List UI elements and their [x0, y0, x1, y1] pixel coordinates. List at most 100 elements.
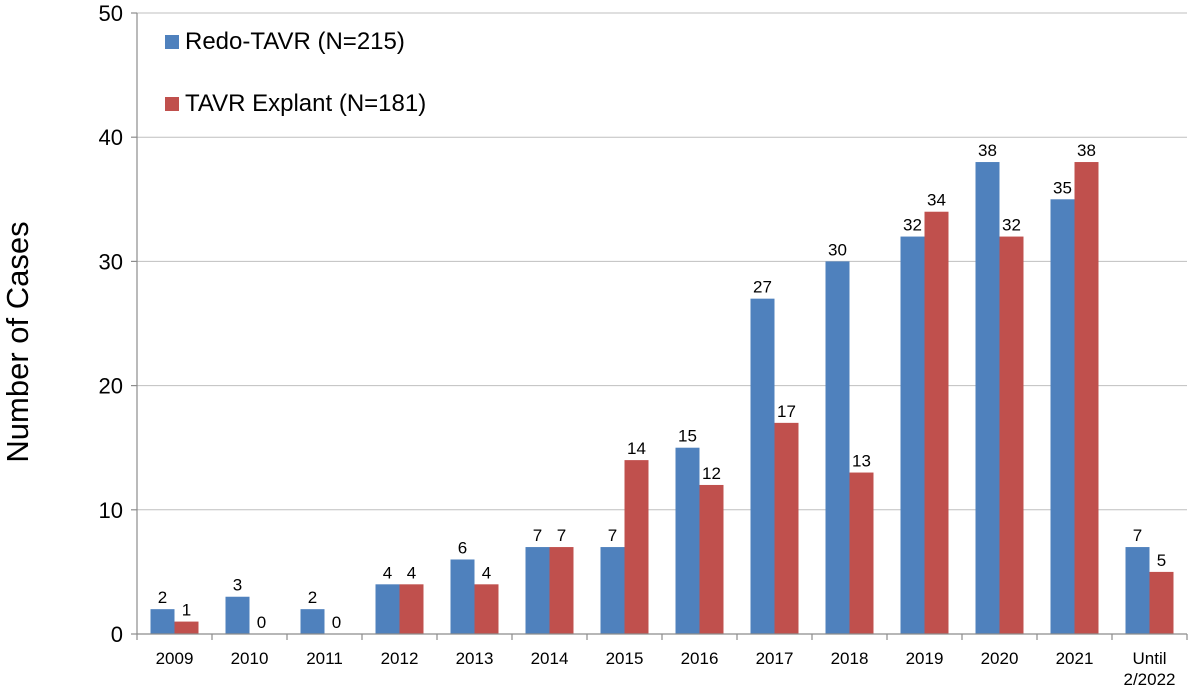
bar-tavr-explant [549, 547, 574, 634]
x-tick-label-line: 2014 [531, 649, 569, 668]
x-tick-label: 2014 [531, 649, 569, 668]
data-label: 27 [753, 278, 772, 297]
data-label: 32 [903, 216, 922, 235]
bar-redo-tavr [1050, 199, 1075, 635]
x-tick-label: 2011 [306, 649, 343, 668]
gridlines [137, 12, 1187, 511]
bar-tavr-explant [924, 211, 949, 634]
x-tick-label: 2010 [231, 649, 269, 668]
bar-redo-tavr [900, 236, 925, 634]
x-tick-label-line: 2018 [831, 649, 869, 668]
x-tick-label-line: 2013 [456, 649, 494, 668]
legend-label: Redo-TAVR (N=215) [185, 28, 405, 55]
y-tick-label: 30 [99, 249, 123, 274]
data-label: 12 [702, 464, 721, 483]
data-label: 38 [1077, 141, 1096, 160]
y-tick-label: 20 [99, 374, 123, 399]
data-label: 14 [627, 439, 646, 458]
bar-tavr-explant [174, 621, 199, 634]
data-label: 32 [1002, 216, 1021, 235]
x-tick-label: 2016 [681, 649, 719, 668]
bar-redo-tavr [450, 559, 475, 634]
legend-swatch [165, 35, 179, 49]
bar-tavr-explant [1074, 162, 1099, 635]
data-label: 0 [257, 613, 266, 632]
x-tick-label-line: 2017 [756, 649, 794, 668]
x-tick-label-line: 2019 [906, 649, 944, 668]
data-label: 2 [158, 588, 167, 607]
legend: Redo-TAVR (N=215) TAVR Explant (N=181) [165, 28, 426, 117]
bar-redo-tavr [525, 547, 550, 634]
data-label: 3 [233, 576, 242, 595]
data-label: 4 [407, 563, 416, 582]
data-label: 7 [557, 526, 566, 545]
y-tick-label: 0 [111, 622, 123, 647]
data-label: 17 [777, 402, 796, 421]
x-tick-label: 2019 [906, 649, 944, 668]
bar-tavr-explant [474, 584, 499, 634]
legend-label: TAVR Explant (N=181) [185, 90, 426, 117]
data-label: 6 [458, 538, 467, 557]
bar-redo-tavr [150, 609, 175, 634]
bar-tavr-explant [1149, 571, 1174, 634]
data-label: 7 [608, 526, 617, 545]
bar-redo-tavr [750, 298, 775, 634]
data-label: 0 [332, 613, 341, 632]
bar-tavr-explant [399, 584, 424, 634]
bar-redo-tavr [675, 447, 700, 634]
x-tick-label-line: 2020 [981, 649, 1019, 668]
bar-redo-tavr [375, 584, 400, 634]
bar-tavr-explant [774, 422, 799, 634]
x-tick-label: 2017 [756, 649, 794, 668]
x-tick-label: Until 2/2022 [1124, 649, 1176, 689]
x-tick-label-line: 2010 [231, 649, 269, 668]
bar-redo-tavr [825, 261, 850, 634]
data-label: 13 [852, 452, 871, 471]
data-label: 1 [182, 601, 191, 620]
bar-redo-tavr [975, 162, 1000, 635]
x-tick-label: 2020 [981, 649, 1019, 668]
x-tick-label: 2018 [831, 649, 869, 668]
bar-redo-tavr [1125, 547, 1150, 634]
data-label: 7 [533, 526, 542, 545]
data-label: 30 [828, 240, 847, 259]
legend-swatch [165, 97, 179, 111]
data-label: 4 [383, 563, 392, 582]
x-tick-label: 2009 [156, 649, 194, 668]
data-label: 38 [978, 141, 997, 160]
x-tick-label-line: Until [1132, 649, 1166, 668]
bar-redo-tavr [225, 596, 250, 634]
bars [150, 162, 1174, 635]
x-tick-label: 2012 [381, 649, 419, 668]
bar-redo-tavr [300, 609, 325, 634]
x-tick-label-line: 2009 [156, 649, 194, 668]
bar-tavr-explant [699, 484, 724, 634]
bar-tavr-explant [999, 236, 1024, 634]
bar-tavr-explant [849, 472, 874, 634]
y-tick-label: 50 [99, 1, 123, 26]
x-tick-label-line: 2/2022 [1124, 670, 1176, 689]
data-label: 34 [927, 191, 946, 210]
x-tick-label: 2013 [456, 649, 494, 668]
x-tick-label-line: 2011 [306, 649, 343, 668]
x-tick-label: 2021 [1056, 649, 1094, 668]
x-tick-label: 2015 [606, 649, 644, 668]
x-tick-label-line: 2012 [381, 649, 419, 668]
y-axis-title: Number of Cases [0, 221, 35, 462]
x-tick-label-line: 2021 [1056, 649, 1094, 668]
x-tick-label-line: 2016 [681, 649, 719, 668]
data-label: 5 [1157, 551, 1166, 570]
data-label: 2 [308, 588, 317, 607]
bar-tavr-explant [624, 460, 649, 634]
data-label: 7 [1133, 526, 1142, 545]
data-label: 15 [678, 427, 697, 446]
bar-redo-tavr [600, 547, 625, 634]
y-tick-label: 10 [99, 498, 123, 523]
y-tick-label: 40 [99, 125, 123, 150]
x-tick-label-line: 2015 [606, 649, 644, 668]
data-label: 4 [482, 563, 491, 582]
